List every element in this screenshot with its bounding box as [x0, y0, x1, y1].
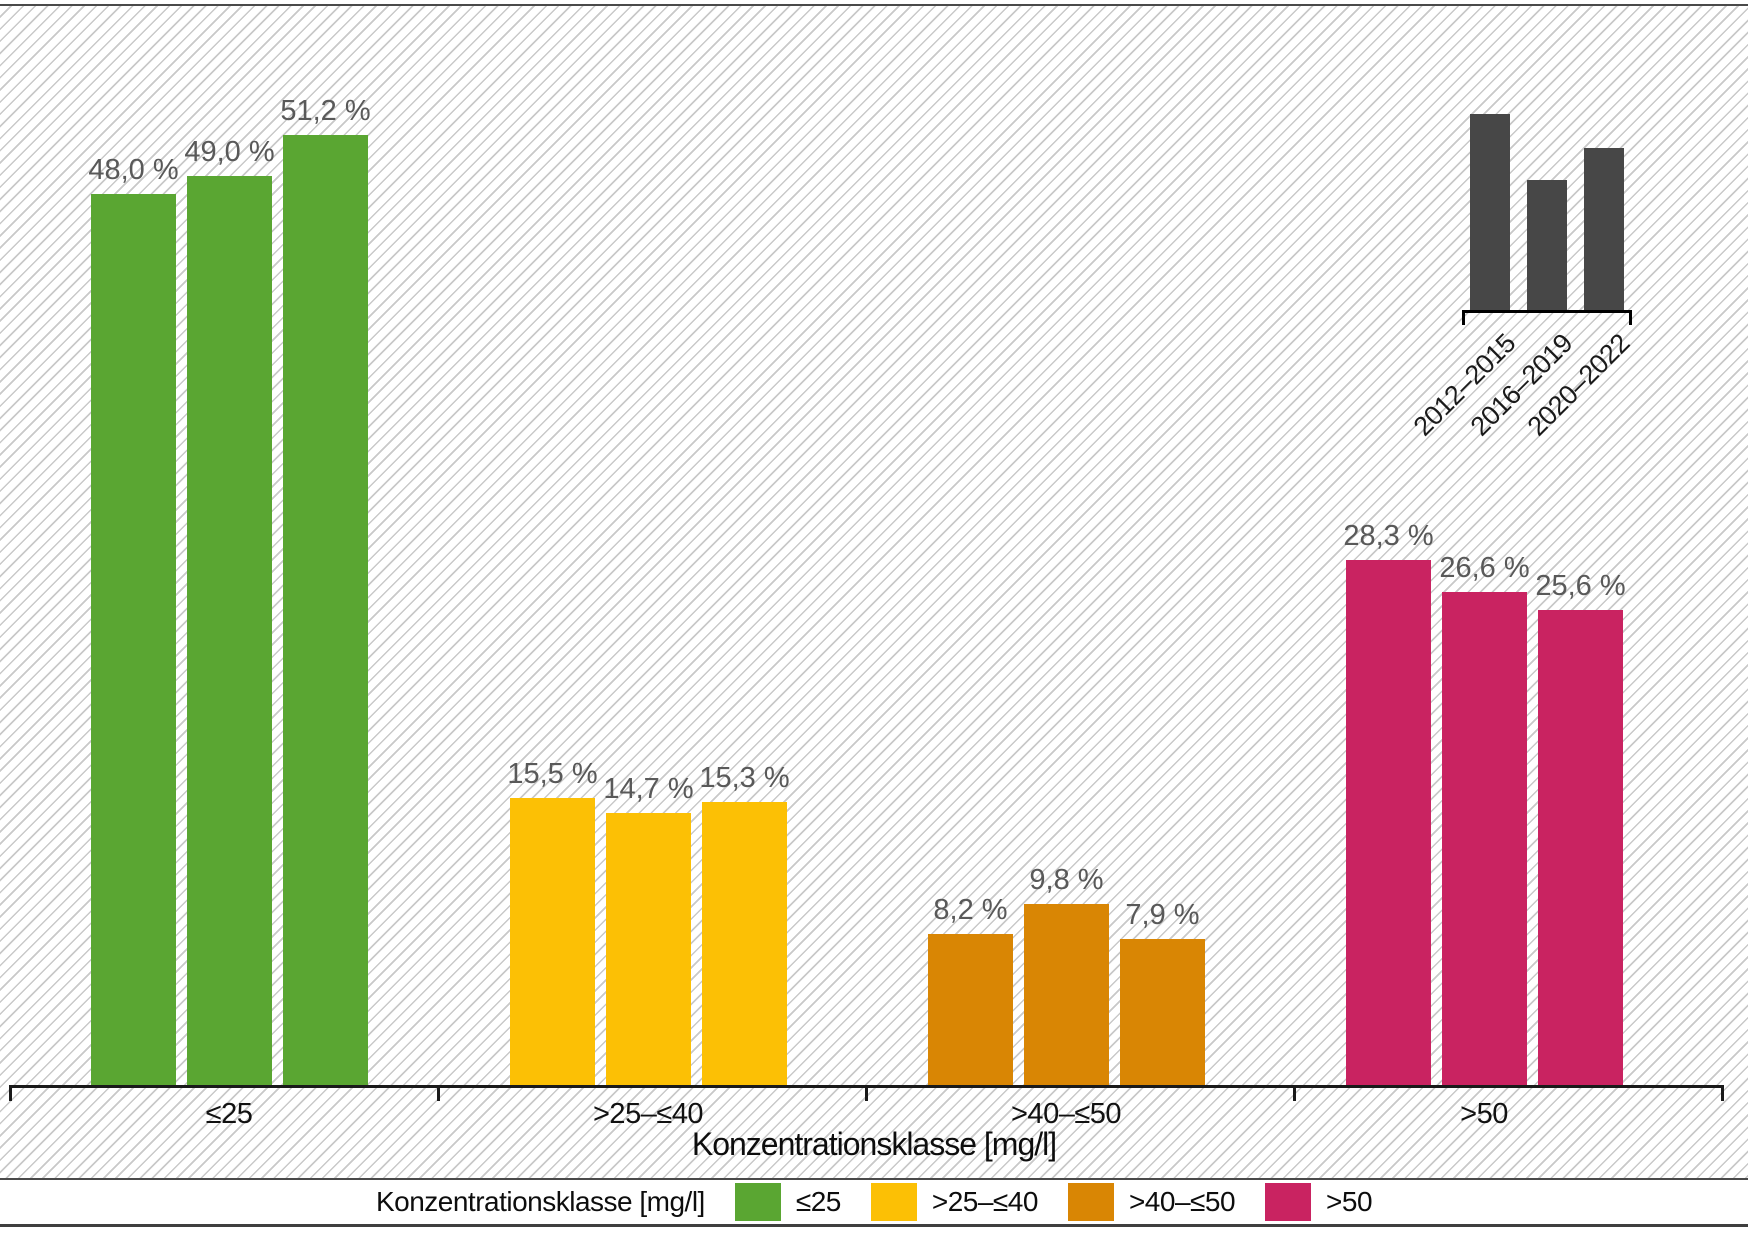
bar-value-label: 48,0 % [88, 154, 179, 186]
bar-value-label: 9,8 % [1029, 864, 1104, 896]
axis-tick [1721, 1085, 1724, 1101]
bar-≤25-2020–2022 [283, 135, 368, 1086]
legend-label: ≤25 [795, 1186, 842, 1217]
legend-label: >40–≤50 [1128, 1186, 1236, 1217]
category-label: >40–≤50 [1011, 1098, 1122, 1130]
bar->25–≤40-2020–2022 [702, 802, 787, 1086]
bar-value-label: 14,7 % [603, 773, 694, 805]
legend-swatch [1067, 1183, 1114, 1221]
plot-area: 48,0 % 49,0 % 51,2 % 15,5 % 14,7 % 15,3 % 8,2 … [0, 6, 1748, 1178]
bar-value-label: 49,0 % [184, 136, 275, 168]
axis-tick [1293, 1085, 1296, 1101]
legend-title: Konzentrationsklasse [mg/l] [375, 1186, 705, 1217]
bar-value-label: 15,3 % [699, 762, 790, 794]
legend-strip: Konzentrationsklasse [mg/l] ≤25 >25–≤40 >4… [0, 1178, 1748, 1227]
legend-label: >50 [1326, 1186, 1373, 1217]
bar->50-2016–2019 [1442, 592, 1527, 1086]
key-bar [1584, 148, 1624, 310]
legend-swatch [734, 1183, 781, 1221]
bar-value-label: 28,3 % [1343, 520, 1434, 552]
bar->25–≤40-2016–2019 [606, 813, 691, 1086]
legend-swatch [870, 1183, 917, 1221]
bar->40–≤50-2016–2019 [1024, 904, 1109, 1086]
bar-value-label: 25,6 % [1535, 570, 1626, 602]
category-label: ≤25 [205, 1098, 253, 1130]
bar-≤25-2016–2019 [187, 176, 272, 1086]
bar->50-2020–2022 [1538, 610, 1623, 1086]
bar->40–≤50-2012–2015 [928, 934, 1013, 1086]
bar-value-label: 51,2 % [280, 95, 371, 127]
bar-value-label: 8,2 % [933, 894, 1008, 926]
bar->50-2012–2015 [1346, 560, 1431, 1086]
legend-item: >25–≤40 [870, 1183, 1039, 1221]
legend-item: ≤25 [734, 1183, 842, 1221]
category-label: >25–≤40 [593, 1098, 704, 1130]
bar-value-label: 15,5 % [507, 758, 598, 790]
axis-tick [437, 1085, 440, 1101]
legend-swatch [1265, 1183, 1312, 1221]
key-bar [1527, 180, 1567, 310]
bar->25–≤40-2012–2015 [510, 798, 595, 1086]
axis-tick [865, 1085, 868, 1101]
period-key-bracket [1462, 310, 1632, 325]
bar-value-label: 26,6 % [1439, 552, 1530, 584]
bar->40–≤50-2020–2022 [1120, 939, 1205, 1086]
legend-item: >50 [1265, 1183, 1373, 1221]
bar-≤25-2012–2015 [91, 194, 176, 1086]
top-border-rule [0, 4, 1748, 6]
axis-tick [9, 1085, 12, 1101]
bar-value-label: 7,9 % [1125, 899, 1200, 931]
category-label: >50 [1460, 1098, 1508, 1130]
key-bar [1470, 114, 1510, 310]
legend-items: ≤25 >25–≤40 >40–≤50 >50 [734, 1183, 1373, 1221]
legend-item: >40–≤50 [1067, 1183, 1236, 1221]
x-axis-title: Konzentrationsklasse [mg/l] [691, 1126, 1057, 1162]
legend-label: >25–≤40 [931, 1186, 1039, 1217]
